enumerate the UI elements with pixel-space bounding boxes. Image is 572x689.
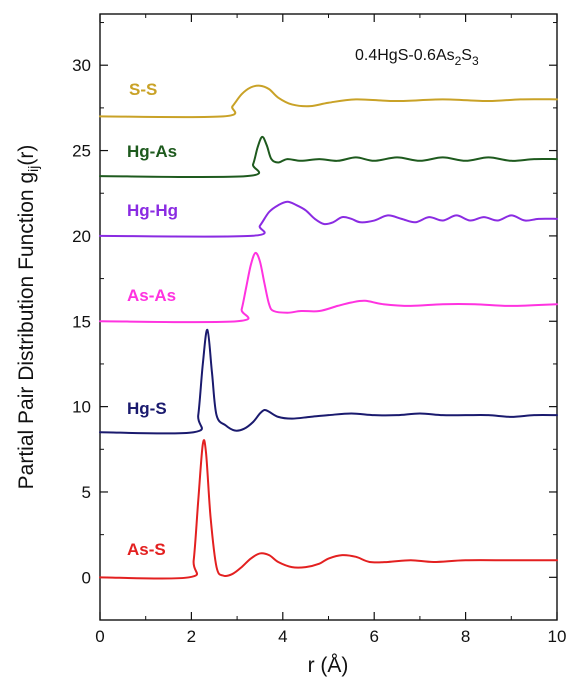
series-labels: S-S Hg-As Hg-Hg As-As Hg-S As-S xyxy=(127,80,178,559)
y-tick-label: 0 xyxy=(82,568,91,587)
y-tick-label: 20 xyxy=(72,227,91,246)
y-tick-label: 5 xyxy=(82,483,91,502)
series-label-hg-s: Hg-S xyxy=(127,399,167,418)
composition-annotation: 0.4HgS-0.6As2S3 xyxy=(355,47,479,68)
series-lines xyxy=(99,84,558,580)
y-axis-label-subscript: ij xyxy=(25,166,41,172)
series-line-s-s xyxy=(99,84,558,119)
x-tick-label: 0 xyxy=(95,627,104,646)
y-tick-label: 10 xyxy=(72,398,91,417)
series-line-as-as xyxy=(99,251,558,324)
x-tick-label: 4 xyxy=(278,627,287,646)
y-axis-label-tail: (r) xyxy=(15,145,38,166)
series-line-hg-as xyxy=(99,135,558,179)
x-axis-label: r (Å) xyxy=(308,654,349,677)
annotation-mid: S xyxy=(461,47,472,64)
y-tick-label: 30 xyxy=(72,56,91,75)
series-line-hg-hg xyxy=(99,200,558,238)
series-line-as-s xyxy=(99,439,558,580)
series-line-hg-s xyxy=(99,328,558,435)
plot-frame xyxy=(99,13,558,621)
annotation-subscript-2: 3 xyxy=(472,54,479,68)
series-label-as-as: As-As xyxy=(127,286,176,305)
x-tick-label: 6 xyxy=(369,627,378,646)
series-label-hg-hg: Hg-Hg xyxy=(127,201,178,220)
x-tick-label: 2 xyxy=(187,627,196,646)
series-label-as-s: As-S xyxy=(127,540,166,559)
annotation-main: 0.4HgS-0.6As xyxy=(355,47,455,64)
y-axis-label: Partial Pair Distribution Function gij(r… xyxy=(15,145,41,490)
x-axis: 0 2 4 6 8 10 xyxy=(95,14,566,646)
series-label-hg-as: Hg-As xyxy=(127,142,177,161)
annotation-subscript-1: 2 xyxy=(455,54,462,68)
y-tick-label: 15 xyxy=(72,312,91,331)
y-axis-label-main: Partial Pair Distribution Function g xyxy=(15,172,38,489)
y-tick-label: 25 xyxy=(72,142,91,161)
series-label-s-s: S-S xyxy=(129,80,157,99)
x-tick-label: 10 xyxy=(548,627,567,646)
x-tick-label: 8 xyxy=(461,627,470,646)
